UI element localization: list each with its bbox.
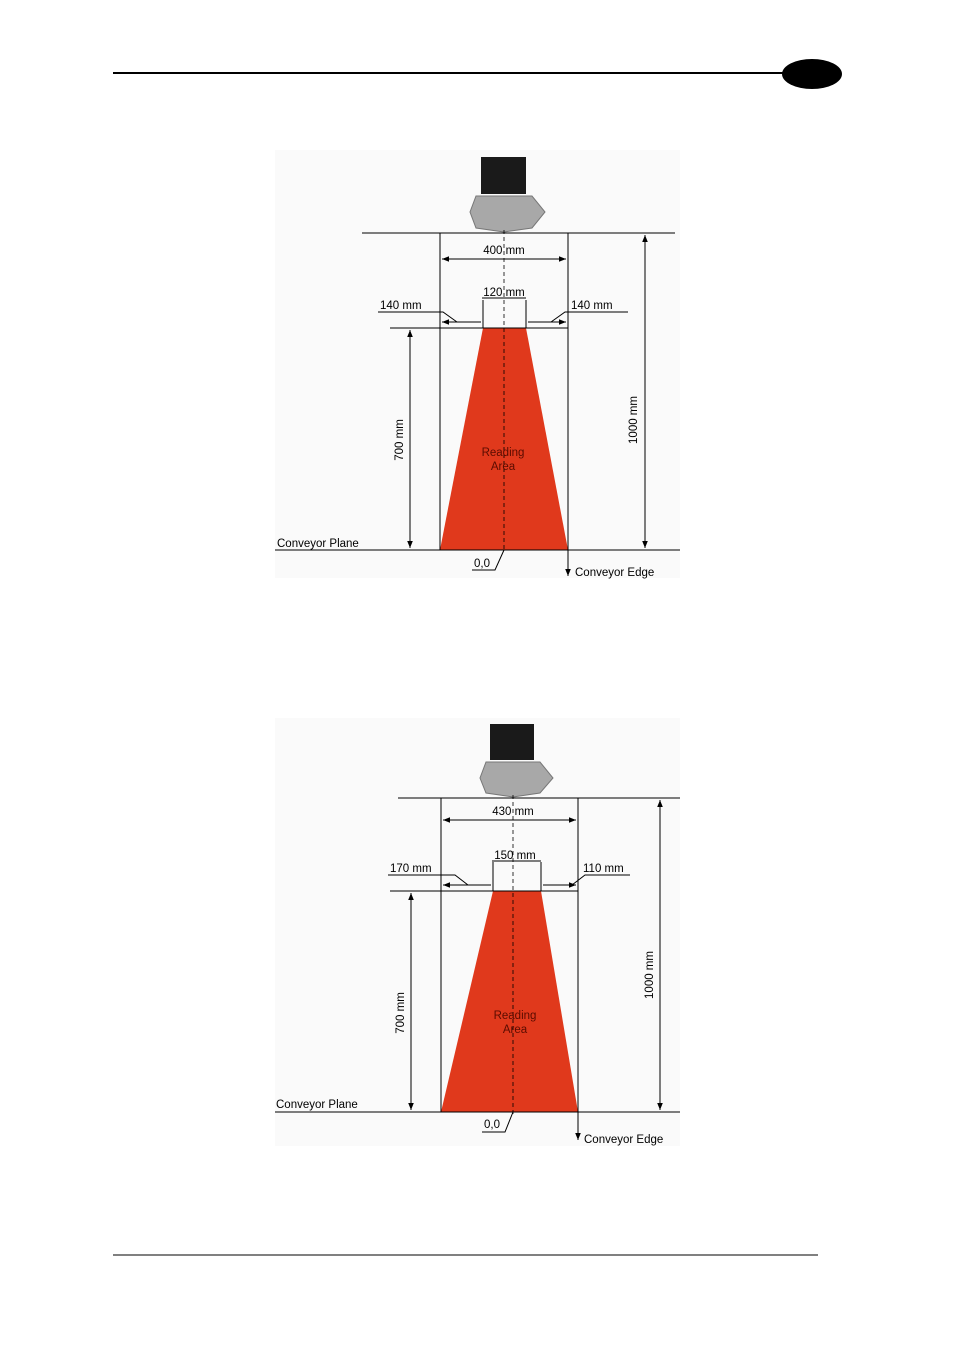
edge-label: Conveyor Edge: [575, 567, 654, 579]
area-label: Reading: [482, 447, 525, 459]
diagram: 400 mm 120 mm 140 mm 140 mm 700 mm 1000 …: [275, 150, 680, 579]
reading-area: [440, 328, 568, 550]
reading-area: [441, 891, 578, 1112]
scanner: [479, 724, 554, 798]
depth-label: 700 mm: [395, 992, 407, 1034]
depth-label: 700 mm: [394, 419, 406, 461]
scanner: [469, 157, 546, 233]
area-label: Area: [503, 1024, 528, 1036]
edge-label: Conveyor Edge: [584, 1134, 663, 1146]
width-label: 400 mm: [483, 245, 525, 257]
center-width-label: 120 mm: [483, 287, 525, 299]
width-label: 430 mm: [492, 806, 534, 818]
left-offset-label: 140 mm: [380, 300, 422, 312]
area-label: Reading: [494, 1010, 537, 1022]
diagram: 430 mm 150 mm 170 mm 110 mm 700 mm 1000 …: [275, 718, 680, 1146]
plane-label: Conveyor Plane: [276, 1099, 358, 1111]
plane-label: Conveyor Plane: [277, 538, 359, 550]
distance-label: 1000 mm: [628, 396, 640, 444]
area-label: Area: [491, 461, 516, 473]
right-offset-label: 110 mm: [583, 863, 624, 875]
origin-label: 0,0: [484, 1119, 500, 1131]
center-width-label: 150 mm: [494, 850, 536, 862]
right-offset-label: 140 mm: [571, 300, 613, 312]
left-offset-label: 170 mm: [390, 863, 432, 875]
origin-label: 0,0: [474, 558, 490, 570]
distance-label: 1000 mm: [644, 951, 656, 999]
chapter-tab: [782, 59, 842, 89]
